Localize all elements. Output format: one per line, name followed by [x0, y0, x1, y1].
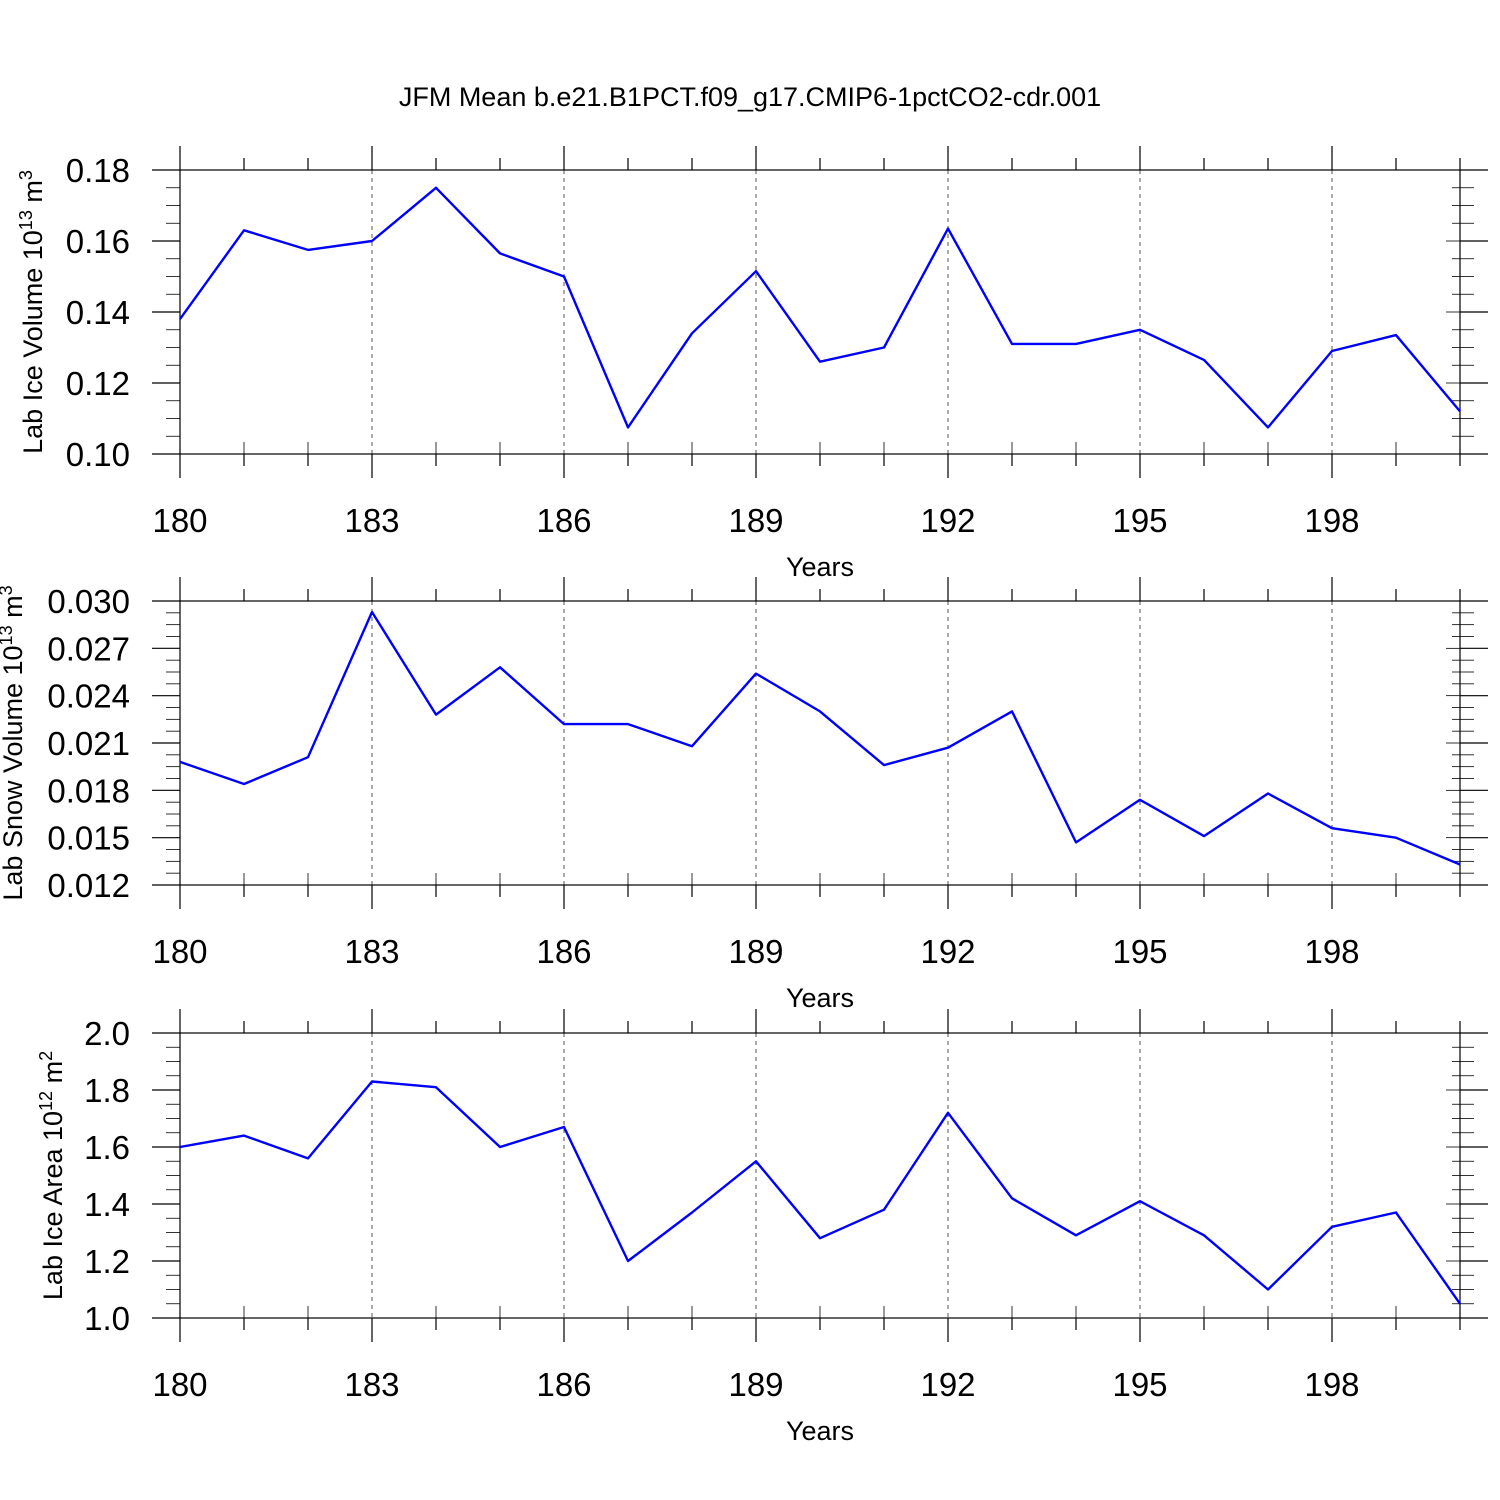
y-axis-title: Lab Ice Area 1012 m2	[36, 1051, 68, 1300]
y-tick-label: 0.14	[66, 294, 130, 331]
y-axis-title-unit-exponent: 2	[36, 1051, 56, 1061]
x-tick-label: 183	[344, 1366, 399, 1403]
y-axis-title-unit: m	[0, 595, 28, 625]
y-tick-label: 1.2	[84, 1243, 130, 1280]
y-axis-title-exponent: 13	[0, 625, 16, 645]
x-tick-label: 192	[920, 933, 975, 970]
y-tick-label: 0.16	[66, 223, 130, 260]
y-axis-title-unit-exponent: 3	[16, 170, 36, 180]
y-tick-label: 1.4	[84, 1186, 130, 1223]
figure-title: JFM Mean b.e21.B1PCT.f09_g17.CMIP6-1pctC…	[399, 82, 1101, 112]
x-tick-label: 180	[152, 502, 207, 539]
x-tick-label: 189	[728, 1366, 783, 1403]
y-axis-title: Lab Ice Volume 1013 m3	[16, 170, 48, 454]
y-axis-title-exponent: 12	[36, 1091, 56, 1111]
x-tick-label: 186	[536, 1366, 591, 1403]
x-tick-label: 195	[1112, 1366, 1167, 1403]
x-tick-label: 198	[1304, 502, 1359, 539]
panel-3: 180 183 186 189 192 195 198 1.0 1.2 1.4 1.6 1.8 2.0 Y…	[36, 1009, 1488, 1446]
x-tick-label: 195	[1112, 502, 1167, 539]
x-axis-title: Years	[786, 1416, 854, 1446]
x-tick-label: 189	[728, 933, 783, 970]
y-axis-title-text: Lab Snow Volume 10	[0, 645, 28, 900]
y-tick-label: 0.015	[47, 820, 130, 857]
y-tick-label: 1.8	[84, 1072, 130, 1109]
x-tick-label: 198	[1304, 933, 1359, 970]
y-axis-title: Lab Snow Volume 1013 m3	[0, 585, 28, 900]
y-tick-label: 0.12	[66, 365, 130, 402]
x-tick-label: 180	[152, 1366, 207, 1403]
y-tick-label: 0.030	[47, 583, 130, 620]
panel-1: 180 183 186 189 192 195 198 0.10 0.12 0.14 0.16 0.1…	[16, 146, 1488, 582]
y-tick-label: 1.6	[84, 1129, 130, 1166]
y-tick-label: 0.024	[47, 678, 130, 715]
panel-2: 180 183 186 189 192 195 198 0.012 0.015 0.018 0.02…	[0, 577, 1488, 1013]
x-tick-label: 189	[728, 502, 783, 539]
x-tick-label: 180	[152, 933, 207, 970]
y-axis-title-unit: m	[38, 1061, 68, 1091]
series-line	[179, 610, 1461, 866]
panels: 180 183 186 189 192 195 198 0.10 0.12 0.14 0.16 0.1…	[0, 146, 1488, 1446]
x-tick-label: 192	[920, 1366, 975, 1403]
x-tick-label: 198	[1304, 1366, 1359, 1403]
y-axis-title-text: Lab Ice Area 10	[38, 1111, 68, 1300]
x-tick-label: 183	[344, 502, 399, 539]
x-tick-label: 183	[344, 933, 399, 970]
y-axis-title-exponent: 13	[16, 210, 36, 230]
x-tick-label: 195	[1112, 933, 1167, 970]
x-axis-title: Years	[786, 552, 854, 582]
x-tick-label: 192	[920, 502, 975, 539]
y-tick-label: 0.021	[47, 725, 130, 762]
y-tick-label: 0.18	[66, 152, 130, 189]
y-tick-label: 0.027	[47, 630, 130, 667]
y-axis-title-unit: m	[18, 180, 48, 210]
y-tick-label: 2.0	[84, 1015, 130, 1052]
x-axis-title: Years	[786, 983, 854, 1013]
y-tick-label: 1.0	[84, 1300, 130, 1337]
x-tick-label: 186	[536, 933, 591, 970]
series-line	[179, 1080, 1461, 1305]
y-axis-title-text: Lab Ice Volume 10	[18, 230, 48, 454]
x-tick-label: 186	[536, 502, 591, 539]
y-tick-label: 0.012	[47, 867, 130, 904]
y-tick-label: 0.10	[66, 436, 130, 473]
series-line	[179, 186, 1461, 429]
y-tick-label: 0.018	[47, 772, 130, 809]
y-axis-title-unit-exponent: 3	[0, 585, 16, 595]
